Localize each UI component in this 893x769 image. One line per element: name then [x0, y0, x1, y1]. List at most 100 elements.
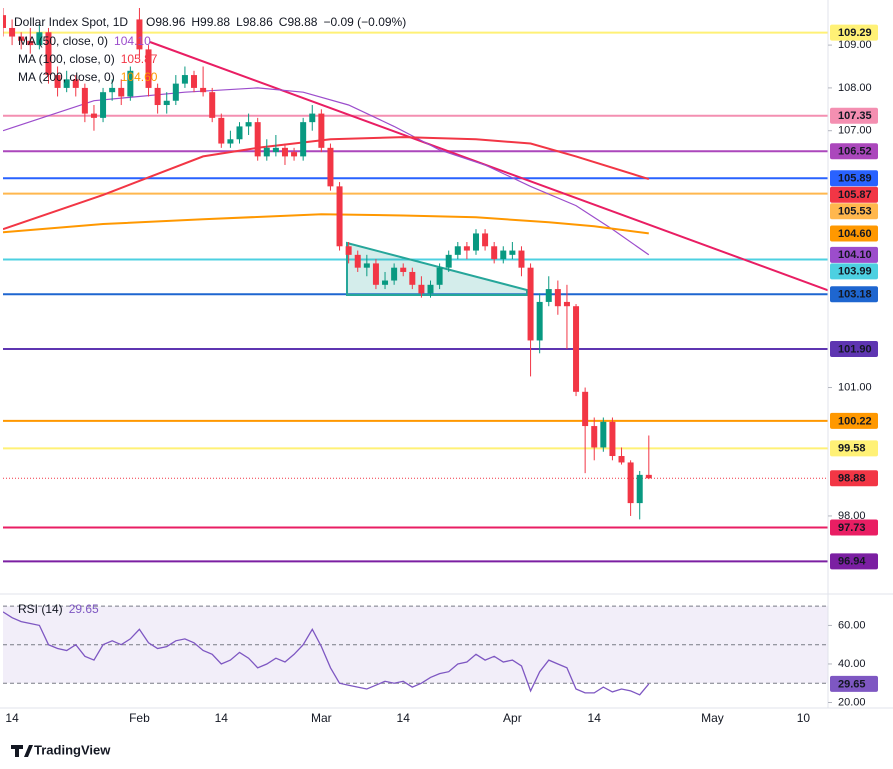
- legend: Dollar Index Spot, 1D O98.96 H99.88 L98.86…: [14, 15, 406, 616]
- candle-body: [72, 79, 79, 88]
- candle-body: [327, 147, 334, 187]
- x-tick-label: 14: [397, 711, 411, 725]
- candle-body: [463, 246, 470, 251]
- candle-body: [100, 92, 107, 118]
- change: −0.09 (−0.09%): [323, 15, 406, 29]
- ma-line: [3, 87, 650, 256]
- price-badge-label: 100.22: [838, 415, 872, 427]
- candle-body: [63, 79, 70, 88]
- price-badge-label: 101.90: [838, 343, 872, 355]
- ma-line: [3, 213, 649, 235]
- candle-body: [136, 19, 143, 50]
- candle-body: [436, 267, 443, 285]
- candle-body: [263, 147, 270, 157]
- price-badge-label: 97.73: [838, 522, 866, 534]
- candle-body: [109, 87, 116, 93]
- price-badge: [830, 263, 878, 280]
- ma-value: 105.87: [121, 52, 158, 66]
- price-badge: [830, 470, 878, 487]
- candle-body: [145, 49, 152, 88]
- price-badge-label: 99.58: [838, 443, 866, 455]
- candle-body: [573, 306, 580, 392]
- candle-body: [27, 40, 34, 46]
- price-pane: [3, 8, 828, 563]
- x-tick-label: Apr: [503, 711, 522, 725]
- ma-value: 104.10: [114, 34, 151, 48]
- candle-body: [563, 301, 570, 307]
- y-tick-label: 108.00: [838, 82, 872, 94]
- candle-body: [409, 271, 416, 285]
- candle-body: [372, 263, 379, 285]
- candle-body: [518, 250, 525, 268]
- candle-body: [618, 456, 625, 463]
- ohlc-item: C98.88: [279, 15, 318, 29]
- candle-body: [491, 246, 498, 260]
- candle-body: [500, 250, 507, 260]
- candle-body: [454, 246, 461, 255]
- candle-body: [545, 289, 552, 302]
- candle-body: [363, 263, 370, 268]
- price-badge: [830, 440, 878, 457]
- rsi-y-tick-label: 40.00: [838, 658, 866, 670]
- x-tick-label: 14: [588, 711, 602, 725]
- candle-body: [445, 254, 452, 268]
- candle-body: [54, 75, 61, 88]
- candle-body: [172, 83, 179, 101]
- rsi-pane: [3, 605, 828, 696]
- rsi-badge-label: 29.65: [838, 678, 866, 690]
- price-badge: [830, 519, 878, 536]
- price-badge: [830, 170, 878, 187]
- candle-body: [254, 122, 261, 157]
- x-tick-label: 14: [215, 711, 229, 725]
- price-badge-label: 106.52: [838, 146, 872, 158]
- ohlc-item: L98.86: [236, 15, 273, 29]
- chart-title: Dollar Index Spot, 1D: [14, 15, 128, 29]
- candle-body: [554, 289, 561, 307]
- candle-body: [245, 122, 252, 127]
- price-badge: [830, 341, 878, 358]
- candle-body: [18, 36, 25, 41]
- price-badge: [830, 143, 878, 160]
- price-badge: [830, 225, 878, 242]
- ma-name: MA (50, close, 0): [18, 34, 108, 48]
- price-badge: [830, 246, 878, 263]
- ma-legend: MA (100, close, 0) 105.87: [18, 52, 158, 66]
- candle-body: [291, 152, 298, 157]
- candle-body: [81, 87, 88, 114]
- candle-body: [609, 421, 616, 457]
- price-badge: [830, 286, 878, 303]
- candle-body: [281, 147, 288, 157]
- candle-body: [45, 32, 52, 76]
- candle-body: [482, 233, 489, 247]
- candle-body: [600, 421, 607, 448]
- price-badge-label: 105.53: [838, 206, 872, 218]
- candle-body: [200, 87, 207, 93]
- y-tick-label: 101.00: [838, 381, 872, 393]
- price-badge: [830, 203, 878, 220]
- candle-body: [536, 301, 543, 341]
- candle-body: [318, 113, 325, 148]
- price-badge-label: 109.29: [838, 27, 872, 39]
- rsi-line: [3, 611, 650, 696]
- rsi-value: 29.65: [69, 602, 99, 616]
- candle-body: [627, 462, 634, 504]
- ohlc-values: O98.96 H99.88 L98.86 C98.88 −0.09 (−0.09%): [146, 15, 406, 29]
- ma-legend: MA (200, close, 0) 104.60: [18, 70, 158, 84]
- candle-body: [191, 75, 198, 88]
- y-tick-label: 98.00: [838, 510, 866, 522]
- price-badge: [830, 107, 878, 124]
- price-badge-label: 104.60: [838, 228, 872, 240]
- price-badge: [830, 186, 878, 203]
- x-tick-label: May: [701, 711, 724, 725]
- price-badge: [830, 412, 878, 429]
- price-badge: [830, 553, 878, 570]
- candles: [3, 8, 652, 520]
- candle-body: [3, 15, 6, 28]
- price-badge-label: 103.99: [838, 266, 872, 278]
- rsi-badge: [830, 675, 878, 692]
- y-tick-label: 107.00: [838, 125, 872, 137]
- candle-body: [181, 75, 188, 84]
- candle-body: [163, 100, 170, 106]
